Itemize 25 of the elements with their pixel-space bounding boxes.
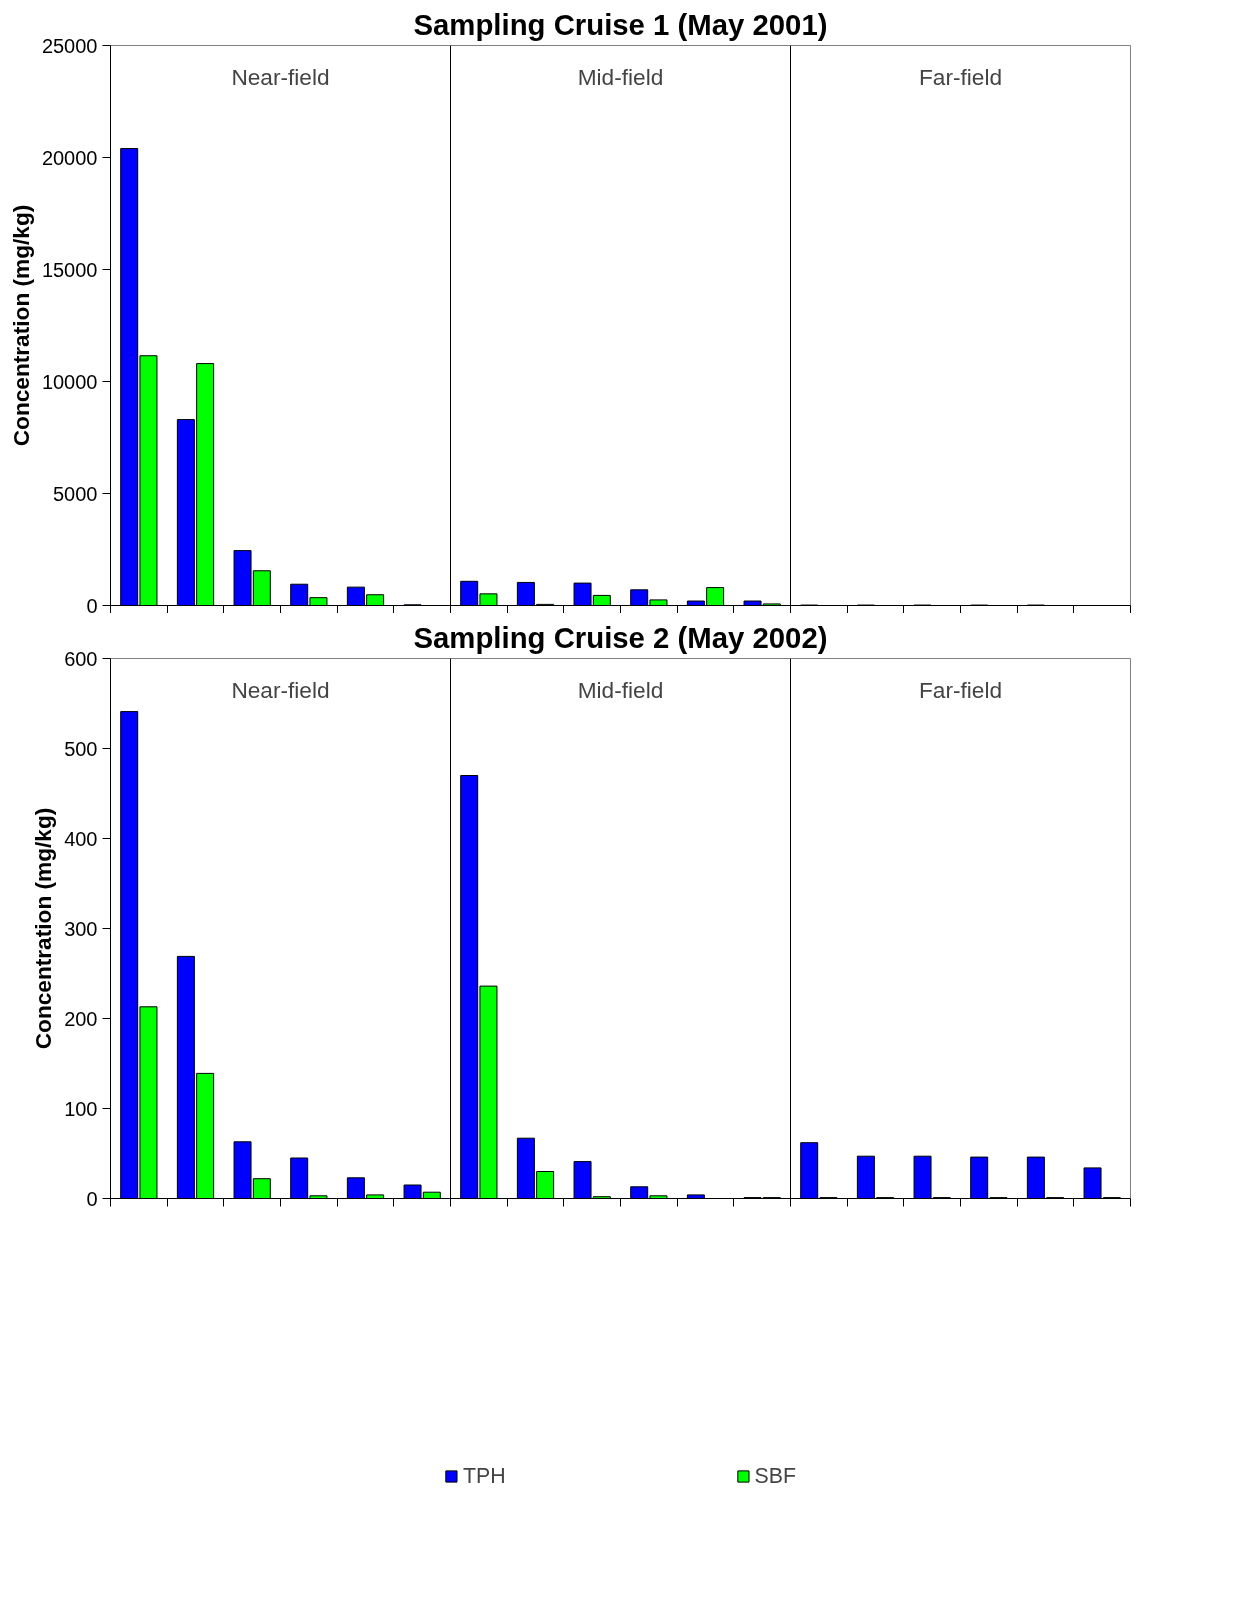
legend-label: TPH [462,1463,506,1489]
annotation: Near-field [231,676,330,703]
annotation: Far-field [918,63,1003,90]
y-axis-title: Concentration (mg/kg) [30,807,57,1050]
annotation: Mid-field [577,63,664,90]
y-tick-label: 600 [64,647,98,670]
legend-label: SBF [754,1463,797,1489]
y-tick-label: 0 [86,594,98,617]
y-tick-label: 5000 [53,482,98,505]
y-tick-label: 200 [64,1007,98,1030]
annotation: Near-field [231,63,330,90]
chart-title: Sampling Cruise 1 (May 2001) [413,7,828,41]
y-tick-label: 20000 [41,146,98,169]
y-axis-title: Concentration (mg/kg) [7,204,34,447]
annotation: Far-field [918,676,1003,703]
y-tick-label: 15000 [41,258,98,281]
chart-title: Sampling Cruise 2 (May 2002) [413,620,828,654]
y-tick-label: 0 [86,1187,98,1210]
y-tick-label: 10000 [41,370,98,393]
y-tick-label: 100 [64,1097,98,1120]
y-tick-label: 25000 [41,34,98,57]
y-tick-label: 400 [64,827,98,850]
annotation: Mid-field [577,676,664,703]
y-tick-label: 300 [64,917,98,940]
y-tick-label: 500 [64,737,98,760]
